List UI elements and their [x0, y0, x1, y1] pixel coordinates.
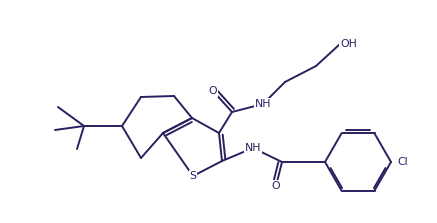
Text: OH: OH [340, 39, 357, 49]
Text: S: S [190, 171, 197, 181]
Text: NH: NH [255, 99, 271, 109]
Text: Cl: Cl [397, 157, 408, 167]
Text: NH: NH [245, 143, 261, 153]
Text: O: O [272, 181, 280, 191]
Text: O: O [209, 86, 217, 96]
